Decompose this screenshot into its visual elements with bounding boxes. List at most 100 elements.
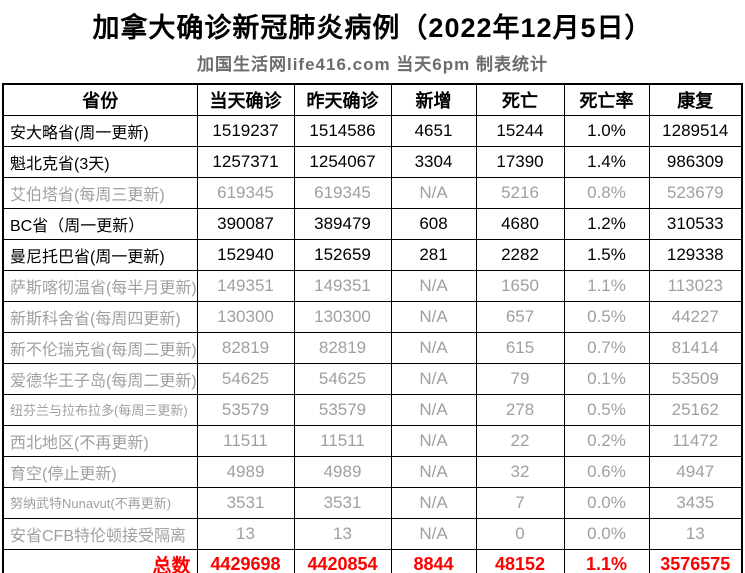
- value-cell: 615: [475, 331, 565, 364]
- value-cell: 523679: [648, 176, 743, 209]
- value-cell: 4989: [196, 455, 295, 488]
- province-cell: 萨斯喀彻温省(每半月更新): [2, 269, 198, 302]
- value-cell: 53579: [196, 393, 295, 426]
- value-cell: 1257371: [196, 145, 295, 178]
- province-cell: 纽芬兰与拉布拉多(每周三更新): [2, 393, 198, 426]
- province-cell: 安省CFB特伦顿接受隔离: [2, 517, 198, 550]
- value-cell: 1.1%: [563, 548, 650, 573]
- col-header-recovered: 康复: [648, 83, 743, 116]
- value-cell: 986309: [648, 145, 743, 178]
- value-cell: 1.0%: [563, 114, 650, 147]
- value-cell: 25162: [648, 393, 743, 426]
- value-cell: 11511: [196, 424, 295, 457]
- value-cell: 390087: [196, 207, 295, 240]
- value-cell: N/A: [390, 300, 477, 333]
- value-cell: 53509: [648, 362, 743, 395]
- value-cell: 4651: [390, 114, 477, 147]
- value-cell: N/A: [390, 486, 477, 519]
- province-cell: 努纳武特Nunavut(不再更新): [2, 486, 198, 519]
- value-cell: 54625: [196, 362, 295, 395]
- province-cell: 育空(停止更新): [2, 455, 198, 488]
- value-cell: 54625: [293, 362, 392, 395]
- value-cell: 0.7%: [563, 331, 650, 364]
- table-header: 省份 当天确诊 昨天确诊 新增 死亡 死亡率 康复: [2, 83, 743, 116]
- table-row: BC省（周一更新） 390087 389479 608 4680 1.2% 310533: [2, 207, 743, 240]
- value-cell: 0.8%: [563, 176, 650, 209]
- value-cell: 2282: [475, 238, 565, 271]
- value-cell: 53579: [293, 393, 392, 426]
- value-cell: 149351: [196, 269, 295, 302]
- table-row: 安省CFB特伦顿接受隔离 13 13 N/A 0 0.0% 13: [2, 517, 743, 550]
- value-cell: 1254067: [293, 145, 392, 178]
- value-cell: 1650: [475, 269, 565, 302]
- province-cell: 西北地区(不再更新): [2, 424, 198, 457]
- province-cell: 艾伯塔省(每周三更新): [2, 176, 198, 209]
- value-cell: N/A: [390, 393, 477, 426]
- value-cell: 3531: [293, 486, 392, 519]
- value-cell: N/A: [390, 517, 477, 550]
- value-cell: N/A: [390, 269, 477, 302]
- value-cell: 79: [475, 362, 565, 395]
- value-cell: 0.6%: [563, 455, 650, 488]
- value-cell: 1.2%: [563, 207, 650, 240]
- value-cell: 1519237: [196, 114, 295, 147]
- table-row: 萨斯喀彻温省(每半月更新) 149351 149351 N/A 1650 1.1% 1130…: [2, 269, 743, 302]
- value-cell: 1.1%: [563, 269, 650, 302]
- table-body: 安大略省(周一更新) 1519237 1514586 4651 15244 1.0% 128…: [2, 114, 743, 573]
- value-cell: 130300: [293, 300, 392, 333]
- province-cell: 新斯科舍省(每周四更新): [2, 300, 198, 333]
- value-cell: 7: [475, 486, 565, 519]
- value-cell: N/A: [390, 362, 477, 395]
- covid-stats-table: 省份 当天确诊 昨天确诊 新增 死亡 死亡率 康复 安大略省(周一更新) 1519…: [2, 83, 743, 573]
- value-cell: 0.2%: [563, 424, 650, 457]
- province-cell: 魁北克省(3天): [2, 145, 198, 178]
- value-cell: 0.0%: [563, 486, 650, 519]
- value-cell: 17390: [475, 145, 565, 178]
- value-cell: 152940: [196, 238, 295, 271]
- value-cell: 4680: [475, 207, 565, 240]
- value-cell: 281: [390, 238, 477, 271]
- table-row: 魁北克省(3天) 1257371 1254067 3304 17390 1.4% 98630…: [2, 145, 743, 178]
- value-cell: 22: [475, 424, 565, 457]
- col-header-death-rate: 死亡率: [563, 83, 650, 116]
- value-cell: 3435: [648, 486, 743, 519]
- value-cell: N/A: [390, 176, 477, 209]
- col-header-yesterday: 昨天确诊: [293, 83, 392, 116]
- province-cell: 新不伦瑞克省(每周二更新): [2, 331, 198, 364]
- value-cell: 130300: [196, 300, 295, 333]
- value-cell: 4947: [648, 455, 743, 488]
- value-cell: 619345: [293, 176, 392, 209]
- value-cell: 113023: [648, 269, 743, 302]
- table-row: 纽芬兰与拉布拉多(每周三更新) 53579 53579 N/A 278 0.5% 25162: [2, 393, 743, 426]
- table-row: 安大略省(周一更新) 1519237 1514586 4651 15244 1.0% 128…: [2, 114, 743, 147]
- col-header-province: 省份: [2, 83, 198, 116]
- value-cell: 0: [475, 517, 565, 550]
- total-label-cell: 总数: [2, 548, 198, 573]
- value-cell: N/A: [390, 455, 477, 488]
- value-cell: 0.5%: [563, 300, 650, 333]
- value-cell: 13: [196, 517, 295, 550]
- province-cell: 爱德华王子岛(每周二更新): [2, 362, 198, 395]
- province-cell: 曼尼托巴省(周一更新): [2, 238, 198, 271]
- value-cell: 5216: [475, 176, 565, 209]
- value-cell: 48152: [475, 548, 565, 573]
- value-cell: 4989: [293, 455, 392, 488]
- value-cell: 152659: [293, 238, 392, 271]
- value-cell: 3531: [196, 486, 295, 519]
- value-cell: 657: [475, 300, 565, 333]
- value-cell: 11511: [293, 424, 392, 457]
- value-cell: 13: [293, 517, 392, 550]
- value-cell: N/A: [390, 331, 477, 364]
- value-cell: N/A: [390, 424, 477, 457]
- header-row: 省份 当天确诊 昨天确诊 新增 死亡 死亡率 康复: [2, 83, 743, 116]
- table-row: 新不伦瑞克省(每周二更新) 82819 82819 N/A 615 0.7% 81414: [2, 331, 743, 364]
- table-row: 新斯科舍省(每周四更新) 130300 130300 N/A 657 0.5% 44227: [2, 300, 743, 333]
- value-cell: 129338: [648, 238, 743, 271]
- value-cell: 0.5%: [563, 393, 650, 426]
- table-row: 爱德华王子岛(每周二更新) 54625 54625 N/A 79 0.1% 53509: [2, 362, 743, 395]
- value-cell: 82819: [196, 331, 295, 364]
- page-subtitle: 加国生活网life416.com 当天6pm 制表统计: [196, 55, 548, 74]
- col-header-deaths: 死亡: [475, 83, 565, 116]
- value-cell: 0.0%: [563, 517, 650, 550]
- table-row: 曼尼托巴省(周一更新) 152940 152659 281 2282 1.5% 129338: [2, 238, 743, 271]
